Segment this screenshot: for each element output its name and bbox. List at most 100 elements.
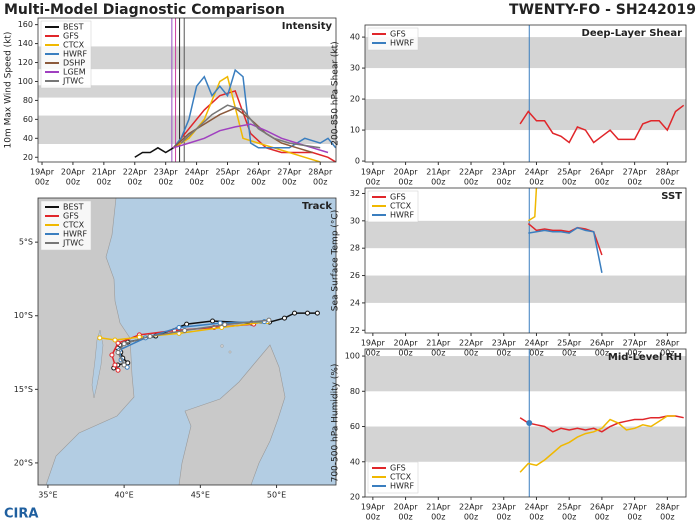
- series-line: [519, 415, 684, 433]
- lake: [91, 329, 104, 399]
- x-tick-label: 28Apr: [655, 168, 680, 177]
- panel: 22242628303219Apr00z20Apr00z21Apr00z22Ap…: [331, 187, 687, 358]
- panel-title: SST: [661, 191, 682, 202]
- x-tick-time: 00z: [627, 178, 641, 187]
- legend-label: GFS: [390, 464, 406, 473]
- x-tick-label: 25Apr: [215, 168, 240, 177]
- series-point: [222, 322, 228, 328]
- series-point: [526, 420, 533, 426]
- frame: [37, 197, 337, 486]
- series-line: [172, 68, 336, 149]
- x-tick-label: 21Apr: [426, 503, 451, 512]
- panel-title: Mid-Level RH: [608, 352, 682, 363]
- panel-title: Deep-Layer Shear: [582, 28, 683, 39]
- island: [228, 350, 232, 354]
- x-tick-time: 00z: [220, 178, 234, 187]
- x-tick-label: 21Apr: [426, 168, 451, 177]
- y-axis-label: 10m Max Wind Speed (kt): [4, 32, 14, 149]
- x-tick-time: 00z: [660, 513, 674, 522]
- series-point: [121, 362, 127, 368]
- x-tick-time: 00z: [529, 178, 543, 187]
- legend-label: HWRF: [390, 482, 414, 491]
- x-tick-label: 22Apr: [123, 168, 148, 177]
- series-point: [210, 318, 216, 324]
- y-tick-label: 10: [350, 126, 360, 135]
- band: [365, 275, 686, 303]
- x-tick-time: 00z: [366, 513, 380, 522]
- series-point: [176, 325, 182, 331]
- y-tick-label: 140: [18, 39, 33, 48]
- x-tick-label: 23Apr: [492, 339, 517, 348]
- x-tick-label: 24Apr: [185, 168, 210, 177]
- panel: 2040608010012014016019Apr00z20Apr00z21Ap…: [4, 17, 337, 187]
- band: [365, 426, 686, 462]
- x-tick-label: 50°E: [267, 491, 286, 500]
- panel: 2040608010019Apr00z20Apr00z21Apr00z22Apr…: [331, 348, 687, 522]
- series-point: [115, 340, 121, 346]
- x-tick-label: 26Apr: [590, 503, 615, 512]
- series-point: [184, 321, 190, 327]
- x-tick-label: 28Apr: [655, 503, 680, 512]
- x-tick-label: 24Apr: [524, 168, 549, 177]
- series-point: [121, 341, 127, 347]
- island: [220, 344, 224, 348]
- y-tick-label: 0: [355, 157, 360, 166]
- y-axis-label: Sea Surface Temp (°C): [331, 210, 341, 311]
- x-tick-time: 00z: [627, 349, 641, 358]
- x-tick-time: 00z: [398, 178, 412, 187]
- band: [38, 46, 336, 70]
- legend-label: BEST: [63, 23, 84, 32]
- band: [365, 220, 686, 249]
- legend-label: BEST: [63, 203, 84, 212]
- x-tick-time: 00z: [464, 513, 478, 522]
- x-tick-label: 20Apr: [394, 168, 419, 177]
- storm-id: TWENTY-FO - SH242019: [509, 2, 696, 18]
- series-point: [97, 335, 103, 341]
- x-tick-label: 22Apr: [459, 168, 484, 177]
- series-point: [112, 337, 118, 343]
- legend-label: GFS: [63, 32, 79, 41]
- x-tick-time: 00z: [128, 178, 142, 187]
- x-tick-time: 00z: [66, 178, 80, 187]
- frame: [364, 187, 687, 334]
- series-point: [314, 310, 320, 316]
- y-tick-label: 5°S: [19, 238, 33, 247]
- x-tick-label: 27Apr: [623, 339, 648, 348]
- y-tick-label: 20°S: [14, 458, 33, 467]
- x-tick-label: 22Apr: [459, 339, 484, 348]
- x-tick-label: 24Apr: [524, 503, 549, 512]
- x-tick-label: 27Apr: [623, 168, 648, 177]
- x-tick-label: 20Apr: [394, 339, 419, 348]
- series-line: [519, 415, 676, 473]
- x-tick-time: 00z: [431, 178, 445, 187]
- y-tick-label: 24: [350, 298, 360, 307]
- y-tick-label: 28: [350, 244, 360, 253]
- x-tick-label: 26Apr: [246, 168, 271, 177]
- x-tick-time: 00z: [562, 513, 576, 522]
- y-tick-label: 40: [350, 457, 360, 466]
- y-tick-label: 120: [18, 58, 33, 67]
- plot-area: [97, 310, 320, 373]
- x-tick-label: 28Apr: [655, 339, 680, 348]
- frame: [37, 17, 337, 163]
- x-tick-time: 00z: [529, 349, 543, 358]
- x-tick-time: 00z: [497, 513, 511, 522]
- y-axis-label: 200-850 hPa Shear (kt): [331, 41, 341, 145]
- series-point: [182, 327, 188, 333]
- y-tick-label: 22: [350, 326, 360, 335]
- x-tick-label: 20Apr: [61, 168, 86, 177]
- x-tick-time: 00z: [595, 178, 609, 187]
- y-tick-label: 160: [18, 20, 33, 29]
- x-tick-label: 26Apr: [590, 339, 615, 348]
- y-tick-label: 20: [350, 95, 360, 104]
- x-tick-label: 19Apr: [361, 168, 386, 177]
- x-tick-label: 45°E: [191, 491, 210, 500]
- x-tick-time: 00z: [627, 513, 641, 522]
- x-tick-time: 00z: [497, 178, 511, 187]
- y-tick-label: 15°S: [14, 385, 33, 394]
- page-title: Multi-Model Diagnostic Comparison: [4, 2, 285, 18]
- plot-area: [365, 25, 686, 162]
